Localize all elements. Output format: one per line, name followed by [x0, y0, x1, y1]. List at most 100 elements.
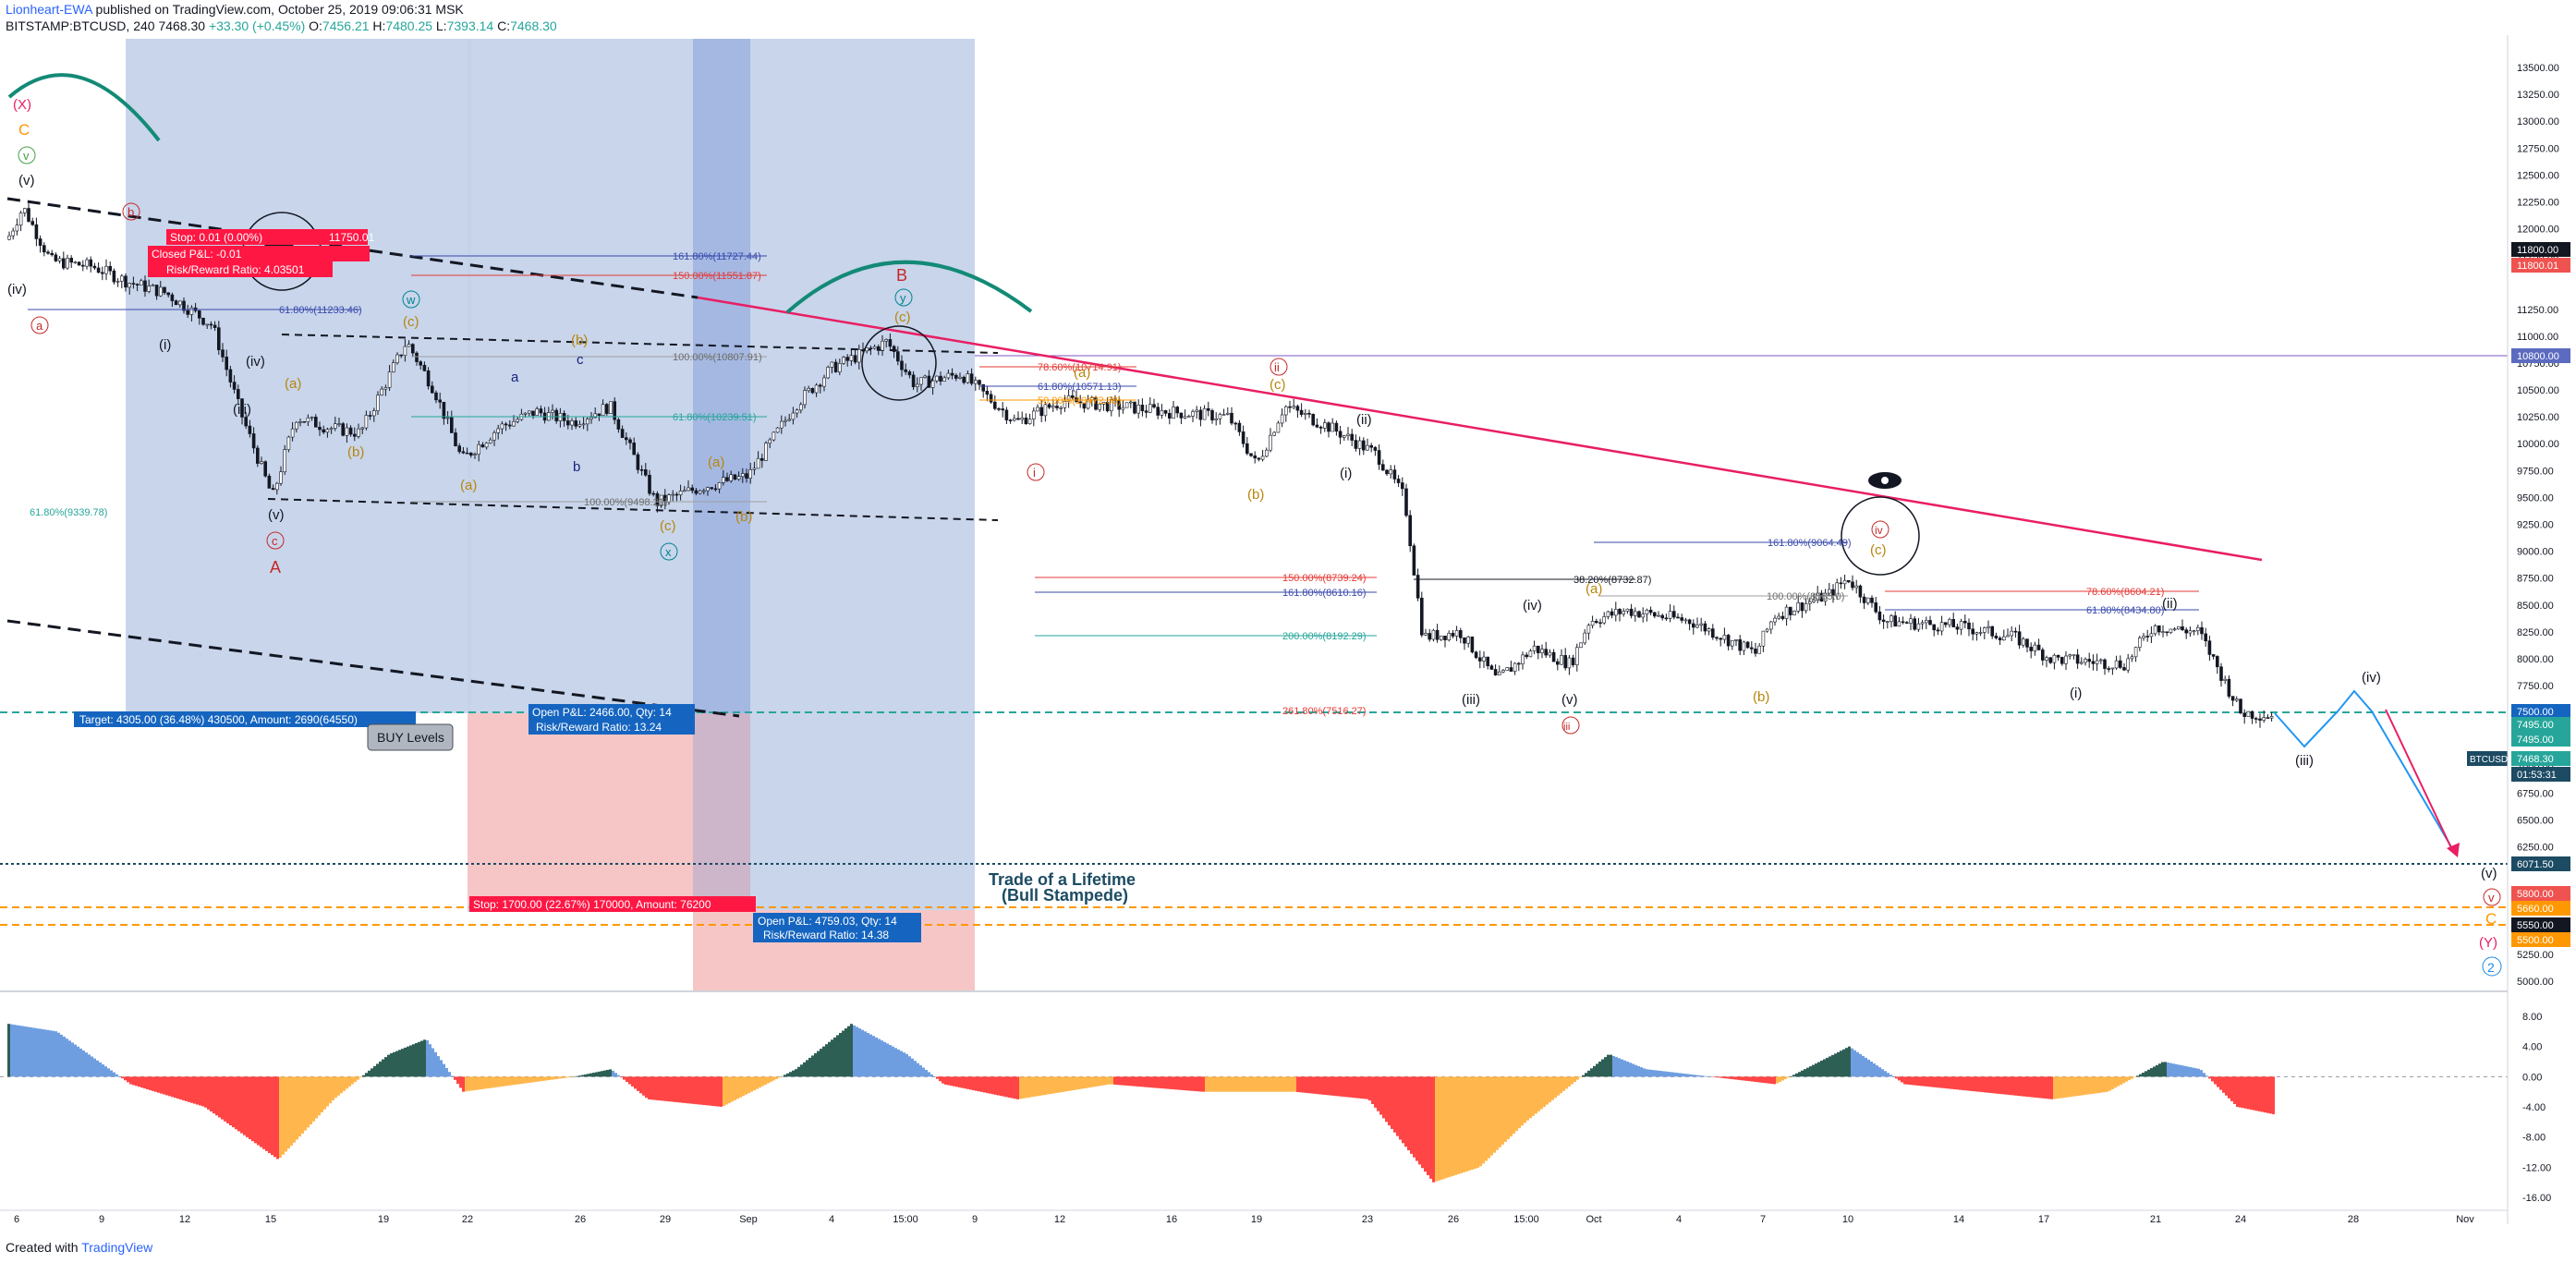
osc-bar	[1629, 1063, 1632, 1077]
osc-bar	[1172, 1076, 1174, 1090]
candle-body	[2002, 636, 2006, 641]
osc-bar	[650, 1076, 653, 1100]
time-axis[interactable]: 6 9 12 15 19 22 26 29 Sep 4 15:00 9 12 16 19 23 26 15:00 O…	[14, 1214, 2474, 1225]
price-tick: 13500.00	[2517, 63, 2559, 74]
candle-body	[1680, 617, 1683, 621]
candle-body	[322, 429, 326, 433]
candle-body	[1975, 632, 1979, 635]
candle-body	[1657, 614, 1660, 617]
wave-label: (i)	[2070, 686, 2082, 701]
candle-body	[1828, 589, 1831, 594]
osc-bar	[847, 1026, 850, 1077]
candles[interactable]	[7, 203, 2274, 728]
oscillator-axis[interactable]: 8.004.000.00-4.00-8.00-12.00-16.00	[2522, 1012, 2551, 1204]
candle-body	[1470, 637, 1475, 653]
osc-bar	[1756, 1076, 1759, 1083]
price-axis[interactable]: 13500.0013250.0013000.0012750.0012500.00…	[2467, 63, 2570, 988]
osc-bar	[351, 1076, 354, 1085]
osc-bar	[1676, 1073, 1679, 1077]
osc-bar	[1124, 1076, 1127, 1086]
osc-bar	[653, 1076, 656, 1100]
candle-body	[2145, 636, 2149, 638]
osc-bar	[1011, 1076, 1014, 1099]
osc-bar	[928, 1072, 930, 1077]
trade-title: Trade of a Lifetime	[989, 870, 1136, 889]
osc-bar	[1296, 1076, 1299, 1092]
main-chart[interactable]: 161.80%(11727.44) 150.00%(11551.87) 61.8…	[0, 35, 2576, 1236]
candle-body	[574, 420, 578, 427]
osc-bar	[224, 1076, 226, 1122]
osc-bar	[1083, 1076, 1086, 1089]
osc-bar	[132, 1076, 135, 1086]
candle-body	[1311, 414, 1315, 426]
trendline-resistance[interactable]	[697, 296, 2263, 562]
candle-body	[348, 427, 353, 435]
osc-bar	[18, 1026, 21, 1077]
osc-bar	[2006, 1076, 2009, 1095]
osc-bar	[38, 1028, 41, 1077]
osc-bar	[454, 1076, 456, 1080]
rr-top: Risk/Reward Ratio: 4.03501	[166, 263, 305, 276]
osc-bar	[204, 1076, 207, 1108]
osc-bar	[1160, 1076, 1163, 1089]
price-tick: 7750.00	[2517, 681, 2554, 692]
candle-body	[1528, 650, 1533, 658]
candle-body	[1567, 657, 1572, 669]
time-tick: 7	[1760, 1214, 1766, 1225]
candle-body	[601, 404, 605, 416]
oscillator-pane[interactable]	[0, 1024, 2508, 1183]
candle-body	[667, 494, 671, 503]
chart-header: Lionheart-EWA published on TradingView.c…	[0, 0, 2576, 35]
osc-bar	[1931, 1076, 1934, 1087]
osc-bar	[16, 1025, 18, 1077]
candle-body	[1722, 635, 1727, 640]
osc-bar	[329, 1076, 332, 1104]
osc-bar	[1842, 1049, 1845, 1077]
osc-bar	[1684, 1074, 1687, 1077]
osc-bar	[753, 1076, 756, 1091]
candle-body	[1392, 469, 1397, 480]
candle-body	[1172, 407, 1175, 419]
candle-body	[954, 374, 958, 379]
candle-body	[2254, 718, 2258, 720]
tradingview-link[interactable]: TradingView	[81, 1240, 153, 1255]
osc-bar	[1338, 1076, 1341, 1097]
osc-bar	[914, 1061, 917, 1077]
osc-bar	[74, 1044, 77, 1077]
osc-bar	[2061, 1076, 2064, 1099]
osc-bar	[2264, 1076, 2266, 1113]
candle-body	[1532, 645, 1537, 651]
candle-body	[128, 283, 131, 288]
position-middle[interactable]: Target: 4305.00 (36.48%) 430500, Amount:…	[74, 704, 695, 751]
buy-levels-box[interactable]	[367, 723, 454, 751]
osc-bar	[118, 1075, 121, 1077]
osc-bar	[925, 1069, 928, 1077]
osc-bar	[1942, 1076, 1945, 1088]
symbol-label[interactable]: BITSTAMP:BTCUSD, 240	[6, 18, 155, 33]
candle-body	[57, 258, 62, 261]
osc-bar	[1299, 1076, 1302, 1093]
candle-body	[577, 424, 582, 427]
osc-tick: -12.00	[2522, 1162, 2551, 1173]
trendline-lower-dashed[interactable]	[6, 619, 740, 718]
candle-body	[969, 373, 974, 384]
candle-body	[329, 428, 334, 431]
osc-bar	[1443, 1076, 1446, 1179]
osc-bar	[1185, 1076, 1188, 1091]
osc-bar	[1809, 1066, 1812, 1077]
position-top[interactable]: Stop: 0.01 (0.00%) 11750.01 Closed P&L: …	[148, 229, 374, 277]
osc-bar	[736, 1076, 739, 1099]
candle-body	[1039, 407, 1043, 417]
osc-bar	[806, 1060, 808, 1077]
position-bottom[interactable]: Stop: 1700.00 (22.67%) 170000, Amount: 7…	[469, 896, 921, 942]
osc-bar	[1416, 1076, 1418, 1161]
author-link[interactable]: Lionheart-EWA	[6, 2, 92, 17]
osc-bar	[1188, 1076, 1191, 1091]
osc-bar	[1687, 1074, 1690, 1077]
osc-bar	[595, 1072, 598, 1077]
time-tick: 9	[972, 1214, 978, 1225]
wave-label: a	[36, 319, 43, 333]
osc-bar	[626, 1076, 628, 1083]
osc-bar	[27, 1026, 30, 1077]
osc-bar	[1521, 1076, 1524, 1126]
